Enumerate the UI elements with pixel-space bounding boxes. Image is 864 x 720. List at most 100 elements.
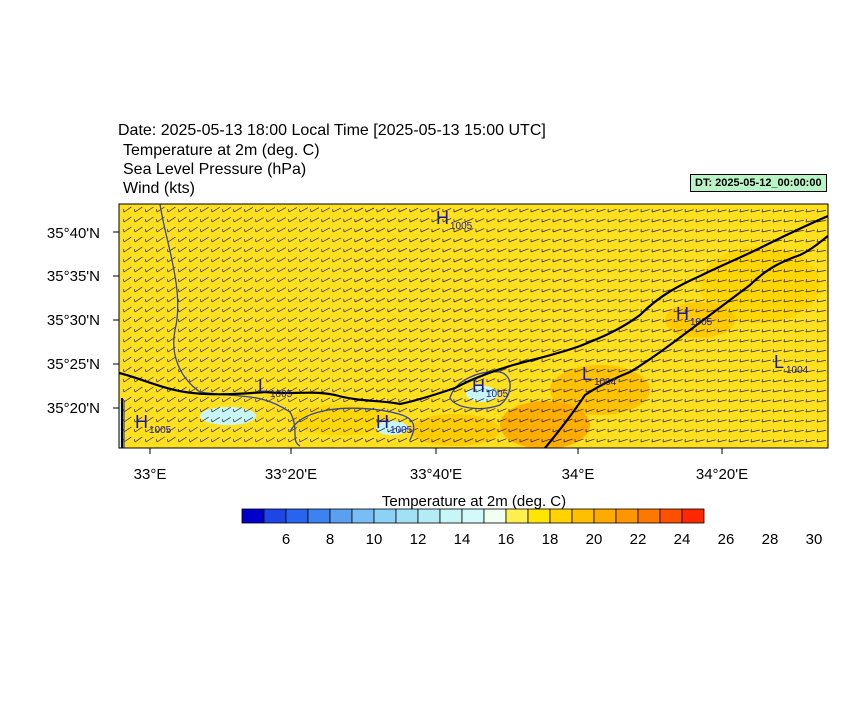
wind-barb bbox=[244, 287, 253, 293]
wind-barb bbox=[420, 307, 430, 313]
wind-barb bbox=[794, 238, 804, 243]
wind-barb bbox=[420, 297, 430, 303]
wind-barb bbox=[761, 278, 771, 283]
wind-barb bbox=[398, 227, 408, 233]
wind-barb bbox=[266, 257, 275, 263]
wind-barb bbox=[794, 278, 804, 283]
wind-barb bbox=[541, 378, 551, 383]
wind-barb bbox=[233, 237, 242, 243]
wind-barb bbox=[772, 258, 782, 263]
wind-barb bbox=[717, 288, 727, 293]
wind-barb bbox=[244, 357, 253, 363]
colorbar-swatch bbox=[549, 508, 573, 524]
wind-barb bbox=[662, 328, 672, 333]
wind-barb bbox=[233, 307, 242, 313]
wind-barb bbox=[552, 298, 562, 303]
wind-barb bbox=[156, 436, 165, 443]
wind-barb bbox=[706, 208, 716, 213]
wind-barb bbox=[662, 378, 672, 383]
wind-barb bbox=[651, 238, 661, 243]
wind-barb bbox=[607, 218, 617, 223]
wind-barb bbox=[144, 206, 154, 213]
wind-barb bbox=[144, 386, 154, 393]
wind-barb bbox=[365, 437, 375, 443]
wind-barb bbox=[376, 277, 386, 283]
wind-barb bbox=[464, 428, 474, 433]
wind-barb bbox=[387, 337, 397, 343]
wind-barb bbox=[794, 288, 804, 293]
wind-barb bbox=[167, 276, 176, 283]
wind-barb bbox=[442, 318, 452, 323]
wind-barb bbox=[574, 208, 584, 213]
wind-barb bbox=[783, 268, 793, 273]
wind-barb bbox=[310, 327, 320, 333]
wind-barb bbox=[618, 298, 628, 303]
wind-barb bbox=[376, 387, 386, 393]
dt-badge: DT: 2025-05-12_00:00:00 bbox=[690, 174, 827, 192]
wind-barb bbox=[266, 367, 275, 373]
wind-barb bbox=[288, 227, 298, 233]
wind-barb bbox=[200, 236, 209, 243]
wind-barb bbox=[288, 207, 298, 213]
wind-barb bbox=[530, 338, 540, 343]
wind-barb bbox=[442, 248, 452, 253]
wind-barb bbox=[794, 368, 804, 373]
wind-barb bbox=[497, 388, 507, 393]
wind-barb bbox=[541, 308, 551, 313]
wind-barb bbox=[508, 358, 518, 363]
wind-barb bbox=[332, 367, 342, 373]
wind-barb bbox=[684, 348, 694, 353]
wind-barb bbox=[299, 207, 309, 213]
wind-barb bbox=[299, 287, 309, 293]
wind-barb bbox=[805, 208, 815, 213]
wind-barb bbox=[409, 407, 419, 413]
wind-barb bbox=[233, 227, 242, 233]
wind-barb bbox=[442, 418, 452, 423]
wind-barb bbox=[739, 328, 749, 333]
wind-barb bbox=[651, 248, 661, 253]
wind-barb bbox=[211, 357, 220, 363]
wind-barb bbox=[530, 438, 540, 443]
wind-barb bbox=[156, 426, 165, 433]
wind-barb bbox=[541, 248, 551, 253]
wind-barb bbox=[805, 338, 815, 343]
wind-barb bbox=[244, 407, 253, 413]
wind-barb bbox=[618, 258, 628, 263]
wind-barb bbox=[739, 238, 749, 243]
wind-barb bbox=[343, 357, 353, 363]
wind-barb bbox=[244, 267, 253, 273]
wind-barb bbox=[211, 227, 220, 233]
wind-barb bbox=[541, 268, 551, 273]
wind-barb bbox=[618, 388, 628, 393]
wind-barb bbox=[739, 398, 749, 403]
wind-barb bbox=[321, 267, 331, 273]
wind-barb bbox=[486, 228, 496, 233]
wind-barb bbox=[222, 317, 231, 323]
wind-barb bbox=[354, 317, 364, 323]
wind-barb bbox=[133, 286, 143, 293]
wind-barb bbox=[607, 338, 617, 343]
wind-barb bbox=[354, 367, 364, 373]
wind-barb bbox=[167, 376, 176, 383]
wind-barb bbox=[133, 386, 143, 393]
wind-barb bbox=[728, 288, 738, 293]
wind-barb bbox=[684, 248, 694, 253]
wind-barb bbox=[277, 247, 286, 253]
wind-barb bbox=[122, 356, 132, 363]
wind-barb bbox=[321, 227, 331, 233]
wind-barb bbox=[805, 378, 815, 383]
wind-barb bbox=[629, 328, 639, 333]
wind-barb bbox=[299, 257, 309, 263]
wind-barb bbox=[255, 357, 264, 363]
wind-barb bbox=[662, 438, 672, 443]
wind-barb bbox=[717, 268, 727, 273]
wind-barb bbox=[200, 436, 209, 443]
wind-barb bbox=[266, 277, 275, 283]
wind-barb bbox=[255, 277, 264, 283]
wind-barb bbox=[541, 438, 551, 443]
wind-barb bbox=[805, 228, 815, 233]
wind-barb bbox=[794, 438, 804, 443]
wind-barb bbox=[508, 218, 518, 223]
wind-barb bbox=[398, 247, 408, 253]
wind-barb bbox=[277, 217, 286, 223]
